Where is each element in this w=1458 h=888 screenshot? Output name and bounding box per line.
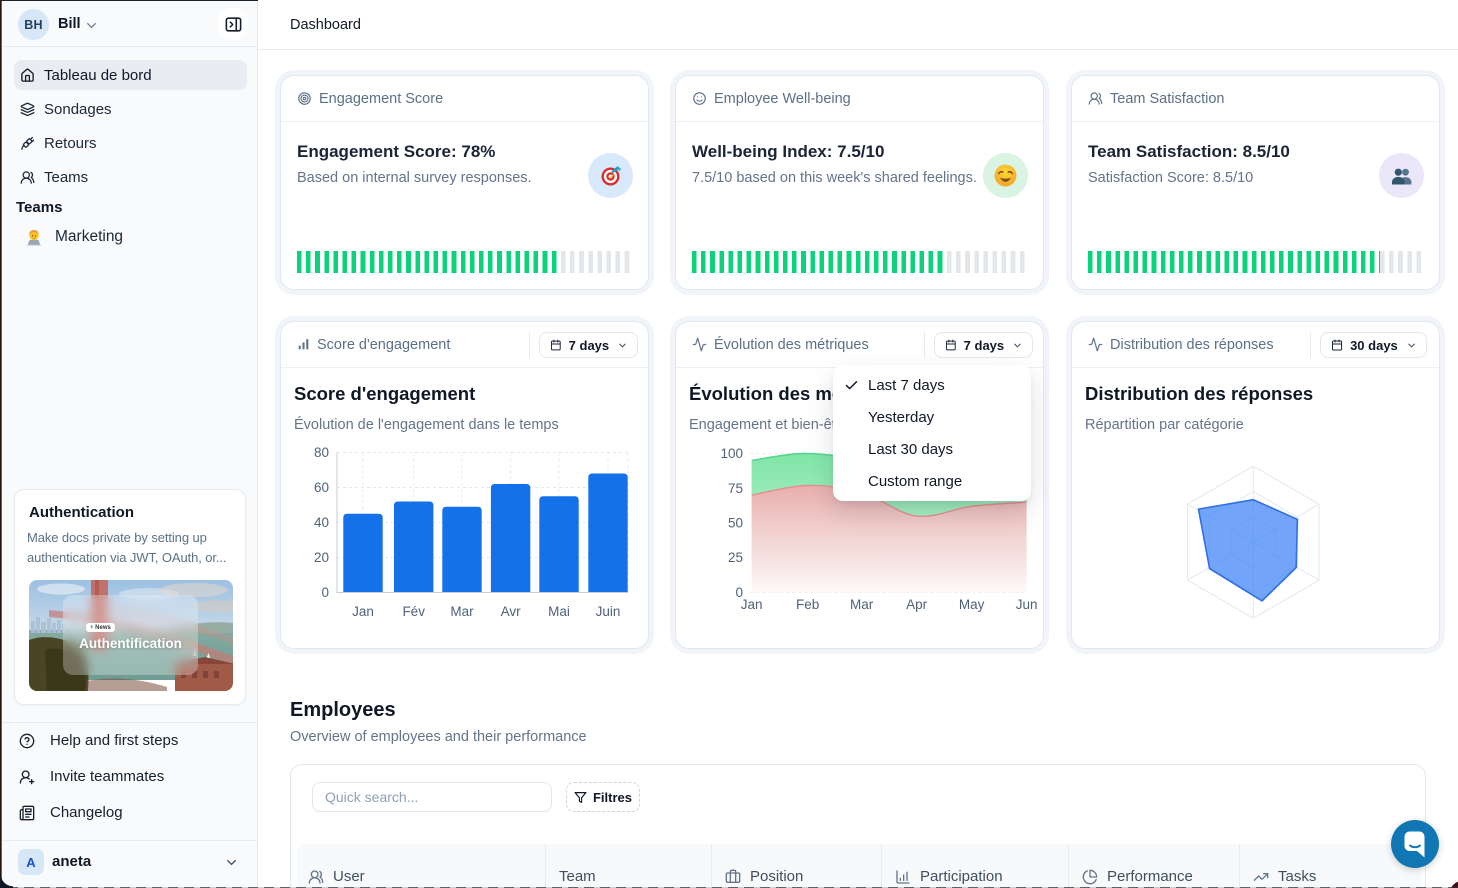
svg-text:20: 20 <box>314 550 329 565</box>
svg-text:Avr: Avr <box>501 604 522 619</box>
svg-text:Mar: Mar <box>450 604 474 619</box>
svg-text:Juin: Juin <box>596 604 621 619</box>
svg-text:100: 100 <box>720 446 743 461</box>
svg-text:80: 80 <box>314 445 329 460</box>
svg-text:Mar: Mar <box>850 597 874 612</box>
svg-text:Fév: Fév <box>402 604 425 619</box>
svg-text:May: May <box>959 597 985 612</box>
svg-text:0: 0 <box>735 585 743 600</box>
svg-text:Jan: Jan <box>352 604 374 619</box>
svg-text:Jan: Jan <box>741 597 763 612</box>
svg-text:60: 60 <box>314 480 329 495</box>
svg-text:Mai: Mai <box>548 604 570 619</box>
svg-text:40: 40 <box>314 515 329 530</box>
svg-text:50: 50 <box>728 516 743 531</box>
svg-text:75: 75 <box>728 481 743 496</box>
svg-text:Feb: Feb <box>796 597 819 612</box>
svg-text:25: 25 <box>728 550 743 565</box>
svg-text:Jun: Jun <box>1016 597 1038 612</box>
svg-text:0: 0 <box>321 585 329 600</box>
svg-text:Apr: Apr <box>906 597 928 612</box>
